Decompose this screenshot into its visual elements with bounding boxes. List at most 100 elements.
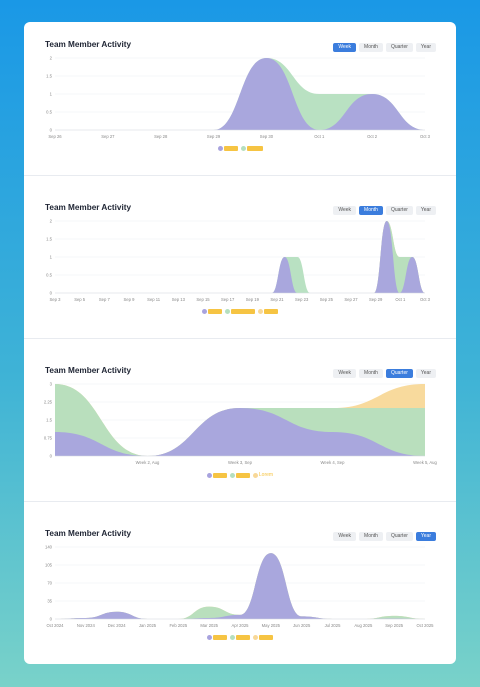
y-tick-label: 35 xyxy=(47,599,52,604)
quarter-button[interactable]: Quarter xyxy=(385,532,413,541)
x-tick-label: Week 2, Aug xyxy=(136,460,160,465)
legend-item[interactable] xyxy=(253,635,273,640)
legend-item[interactable] xyxy=(206,472,227,478)
year-button[interactable]: Year xyxy=(415,206,436,215)
x-tick-label: Sep 2025 xyxy=(385,623,404,628)
x-tick-label: Jun 2025 xyxy=(293,623,311,628)
x-tick-label: Sep 23 xyxy=(295,297,309,302)
legend-swatch xyxy=(206,472,212,478)
x-tick-label: Apr 2025 xyxy=(232,623,250,628)
week-button[interactable]: Week xyxy=(333,369,357,378)
legend-item[interactable] xyxy=(258,309,278,314)
y-tick-label: 2 xyxy=(50,56,53,61)
y-tick-label: 1.5 xyxy=(46,237,52,242)
year-button[interactable]: Year xyxy=(415,369,436,378)
legend-label-bar xyxy=(264,309,278,314)
range-toggle: Week Month Quarter Year xyxy=(333,43,436,52)
legend-label-bar xyxy=(246,146,263,151)
quarter-button[interactable]: Quarter xyxy=(385,369,413,378)
x-tick-label: Week 3, Sep xyxy=(228,460,253,465)
x-tick-label: Week 4, Sep xyxy=(321,460,346,465)
week-button[interactable]: Week xyxy=(333,532,357,541)
y-tick-label: 0 xyxy=(50,291,53,296)
x-tick-label: Sep 19 xyxy=(246,297,260,302)
y-tick-label: 1 xyxy=(50,255,53,260)
legend-item[interactable] xyxy=(225,309,255,314)
y-tick-label: 0 xyxy=(50,128,53,133)
area-chart: 0 0.5 1 1.5 2 Sep 26 Sep 27 Sep 28 Sep 29 Sep 30 O… xyxy=(46,56,430,140)
x-tick-label: Oct 2 xyxy=(367,134,378,139)
panel-quarter: Team Member Activity Week Month Quarter … xyxy=(24,348,456,511)
y-tick-label: 3 xyxy=(50,382,53,387)
x-tick-label: Nov 2024 xyxy=(77,623,96,628)
legend-swatch xyxy=(240,146,246,151)
month-button[interactable]: Month xyxy=(359,369,383,378)
range-toggle: Week Month Quarter Year xyxy=(333,206,436,215)
y-tick-label: 2.25 xyxy=(44,400,53,405)
series-area-0 xyxy=(55,221,425,293)
divider xyxy=(24,338,456,339)
panel-month: Team Member Activity Week Month Quarter … xyxy=(24,185,456,348)
area-chart: 0 0.5 1 1.5 2 Sep 3 Sep 5 Sep 7 Sep 9 Sep 11 Sep 1… xyxy=(46,219,430,303)
x-tick-label: Oct 1 xyxy=(395,297,406,302)
y-tick-label: 0.5 xyxy=(46,110,52,115)
panel-title: Team Member Activity xyxy=(45,203,131,212)
x-tick-label: Aug 2025 xyxy=(354,623,373,628)
legend-label-bar xyxy=(208,309,222,314)
legend-swatch xyxy=(217,146,223,151)
month-button[interactable]: Month xyxy=(359,532,383,541)
x-tick-label: Sep 28 xyxy=(154,134,168,139)
range-toggle: Week Month Quarter Year xyxy=(333,532,436,541)
legend-item[interactable] xyxy=(217,146,238,151)
legend-label-bar xyxy=(235,472,250,478)
x-tick-label: Sep 27 xyxy=(344,297,358,302)
y-tick-label: 0.5 xyxy=(46,273,52,278)
week-button[interactable]: Week xyxy=(333,43,357,52)
legend-label-bar xyxy=(259,635,273,640)
legend xyxy=(24,635,456,640)
month-button[interactable]: Month xyxy=(359,43,383,52)
legend-item[interactable]: Lorem xyxy=(252,472,274,478)
legend-item[interactable] xyxy=(202,309,222,314)
legend-label-bar xyxy=(223,146,238,151)
legend-item[interactable] xyxy=(207,635,227,640)
x-tick-label: Sep 29 xyxy=(207,134,221,139)
legend-item[interactable] xyxy=(240,146,263,151)
x-tick-label: Oct 2024 xyxy=(47,623,65,628)
legend: Lorem xyxy=(24,472,456,478)
y-tick-label: 140 xyxy=(45,545,53,550)
x-tick-label: Sep 7 xyxy=(99,297,111,302)
area-chart: 0 35 70 105 140 Oct 2024 Nov 2024 Dec 2024 Jan 2… xyxy=(45,545,434,629)
x-tick-label: Sep 25 xyxy=(320,297,334,302)
month-button[interactable]: Month xyxy=(359,206,383,215)
x-tick-label: Sep 26 xyxy=(48,134,62,139)
quarter-button[interactable]: Quarter xyxy=(385,206,413,215)
legend-label-bar xyxy=(236,635,250,640)
x-tick-label: Dec 2024 xyxy=(108,623,127,628)
year-button[interactable]: Year xyxy=(415,43,436,52)
x-tick-label: Sep 13 xyxy=(172,297,186,302)
year-button[interactable]: Year xyxy=(415,532,436,541)
legend-item[interactable] xyxy=(229,472,250,478)
y-tick-label: 2 xyxy=(50,219,53,224)
week-button[interactable]: Week xyxy=(333,206,357,215)
x-tick-label: Sep 30 xyxy=(260,134,274,139)
x-tick-label: Sep 5 xyxy=(74,297,86,302)
series-area-1 xyxy=(55,553,425,619)
y-tick-label: 105 xyxy=(45,563,53,568)
quarter-button[interactable]: Quarter xyxy=(385,43,413,52)
x-tick-label: Sep 27 xyxy=(101,134,115,139)
legend-swatch xyxy=(230,635,235,640)
dashboard-card: Team Member Activity Week Month Quarter … xyxy=(24,22,456,664)
x-tick-label: Mar 2025 xyxy=(200,623,218,628)
legend-label-bar xyxy=(213,635,227,640)
legend-item[interactable] xyxy=(230,635,250,640)
x-tick-label: Oct 1 xyxy=(314,134,325,139)
series-area-2 xyxy=(55,553,425,619)
legend-label-bar xyxy=(231,309,255,314)
panel-week: Team Member Activity Week Month Quarter … xyxy=(24,22,456,185)
legend-label-bar xyxy=(212,472,227,478)
legend-label: Lorem xyxy=(258,472,274,478)
x-tick-label: Feb 2025 xyxy=(169,623,187,628)
series-area-0 xyxy=(55,553,425,619)
